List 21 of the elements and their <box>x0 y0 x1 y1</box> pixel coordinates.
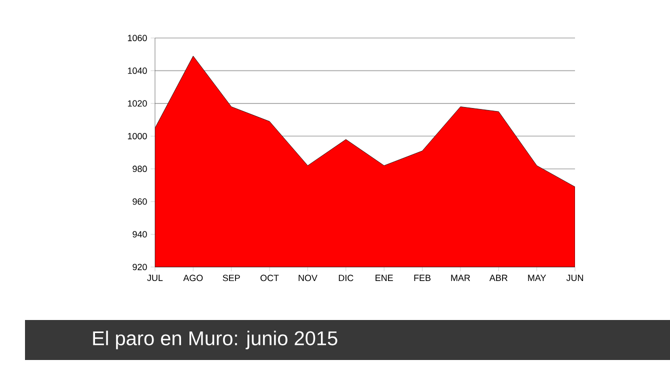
x-tick-label: MAY <box>528 274 546 281</box>
x-tick-label: SEP <box>222 274 240 282</box>
y-tick-label: 980 <box>132 166 147 172</box>
y-tick-label: 1060 <box>128 34 147 42</box>
x-tick-label: JUN <box>566 274 583 282</box>
y-tick-label: 960 <box>132 198 147 205</box>
x-tick-label: AGO <box>183 274 203 282</box>
x-tick-label: JUL <box>147 274 163 282</box>
x-tick-label: NOV <box>298 274 318 282</box>
y-tick-label: 1040 <box>128 68 147 74</box>
y-tick-label: 940 <box>132 231 147 238</box>
x-tick-label: MAR <box>451 274 470 281</box>
x-tick-label: DIC <box>338 274 354 282</box>
y-tick-label: 920 <box>132 264 147 270</box>
x-tick-label: FEB <box>414 274 431 281</box>
y-tick-label: 1000 <box>128 132 147 140</box>
x-tick-label: ENE <box>376 274 393 281</box>
text: El paro en Muro: junio 2015 <box>93 330 338 350</box>
x-tick-label: ABR <box>489 274 508 281</box>
x-tick-label: OCT <box>260 274 279 282</box>
y-tick-label: 1020 <box>128 100 147 107</box>
